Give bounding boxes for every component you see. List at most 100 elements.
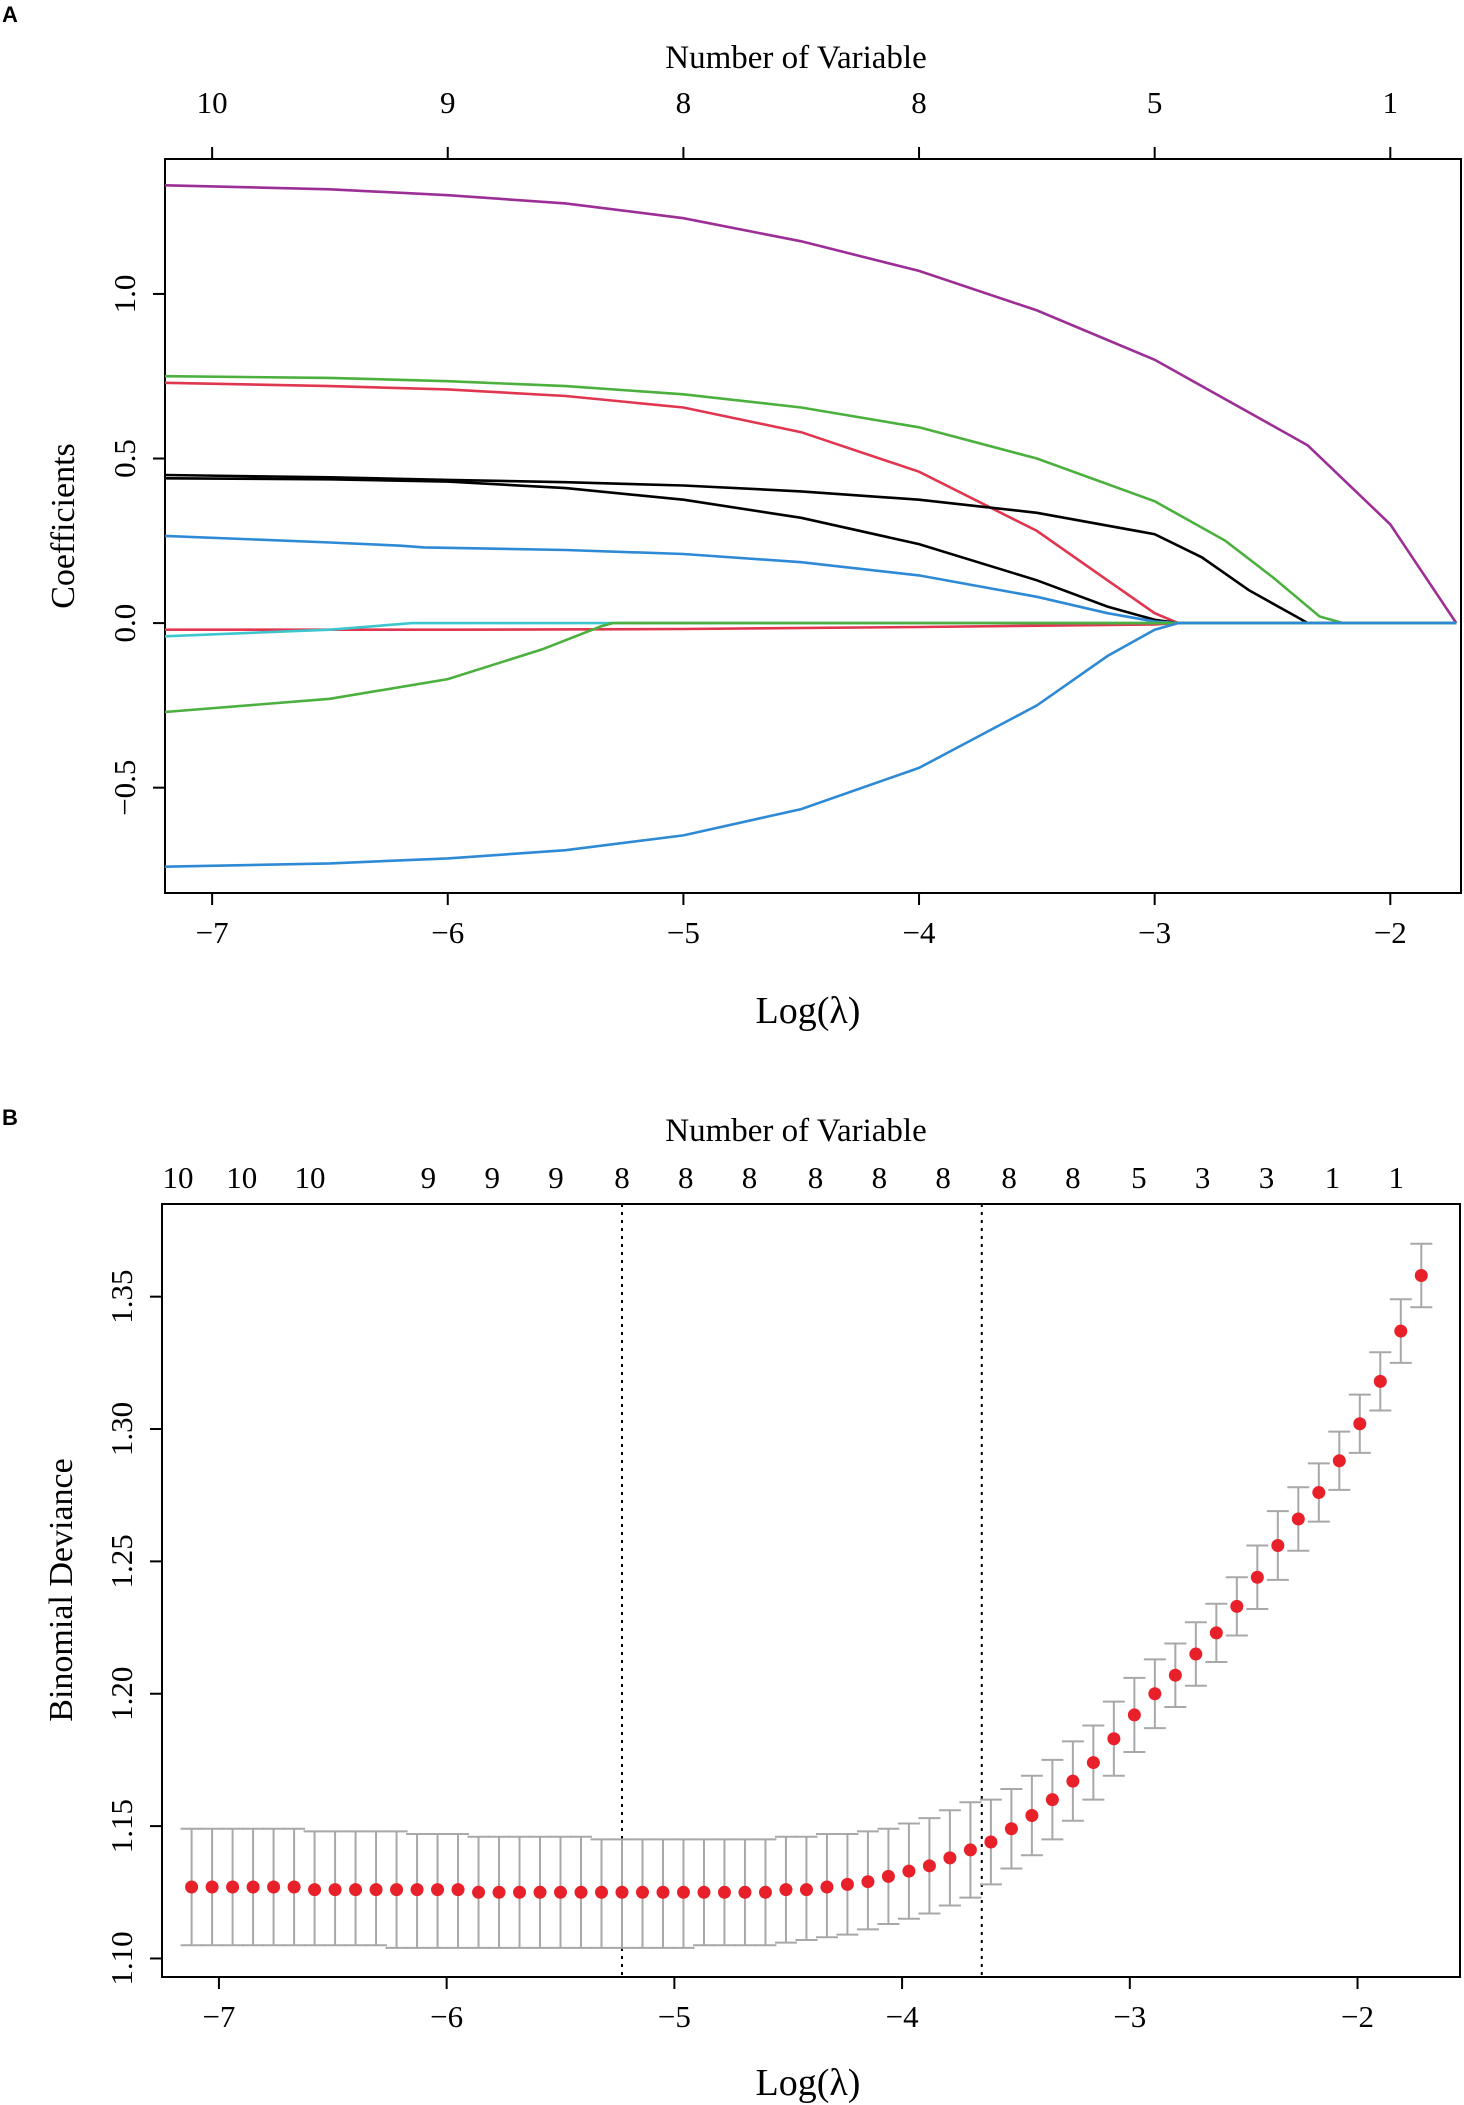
- top-tick-label: 8: [935, 1160, 951, 1195]
- panel-b-points: [185, 1268, 1428, 1899]
- deviance-point: [308, 1883, 322, 1897]
- x-tick-label: −5: [658, 1999, 691, 2034]
- top-tick-label: 10: [197, 85, 228, 120]
- deviance-point: [533, 1885, 547, 1899]
- x-tick-label: −6: [431, 915, 464, 950]
- x-tick-label: −5: [667, 915, 700, 950]
- deviance-point: [738, 1885, 752, 1899]
- deviance-point: [1373, 1374, 1387, 1388]
- deviance-point: [390, 1883, 404, 1897]
- deviance-point: [1312, 1486, 1326, 1500]
- deviance-point: [369, 1883, 383, 1897]
- deviance-point: [1332, 1454, 1346, 1468]
- coefficient-path-var10: [164, 621, 1457, 868]
- y-tick-label: 1.25: [104, 1534, 139, 1588]
- panel-a-y-label: Coefficients: [45, 443, 82, 609]
- deviance-point: [943, 1851, 957, 1865]
- deviance-point: [472, 1885, 486, 1899]
- deviance-point: [1107, 1732, 1121, 1746]
- deviance-point: [246, 1880, 260, 1894]
- panel-a-top-title: Number of Variable: [665, 40, 926, 76]
- panel-a-series-group: [164, 184, 1458, 868]
- top-tick-label: 1: [1388, 1160, 1404, 1195]
- top-tick-label: 8: [742, 1160, 758, 1195]
- deviance-point: [513, 1885, 527, 1899]
- deviance-point: [717, 1885, 731, 1899]
- deviance-point: [1209, 1626, 1223, 1640]
- deviance-point: [1394, 1324, 1408, 1338]
- top-tick-label: 8: [1001, 1160, 1017, 1195]
- y-tick-label: 0.5: [107, 439, 142, 478]
- top-tick-label: 1: [1325, 1160, 1341, 1195]
- panel-b-plot-frame: [161, 1203, 1461, 1978]
- y-tick-label: 1.0: [107, 275, 142, 314]
- deviance-point: [1353, 1417, 1367, 1431]
- deviance-point: [1250, 1570, 1264, 1584]
- deviance-point: [1414, 1268, 1428, 1282]
- deviance-point: [799, 1883, 813, 1897]
- deviance-point: [1230, 1599, 1244, 1613]
- panel-a-y-axis: −0.5 0.0 0.5 1.0: [107, 275, 165, 816]
- deviance-point: [1127, 1708, 1141, 1722]
- coefficient-path-var5: [164, 477, 1457, 625]
- top-tick-label: 8: [614, 1160, 630, 1195]
- deviance-point: [287, 1880, 301, 1894]
- deviance-point: [1066, 1774, 1080, 1788]
- panel-b-top-title: Number of Variable: [665, 1113, 926, 1149]
- top-tick-label: 3: [1259, 1160, 1275, 1195]
- panel-b-y-label: Binomial Deviance: [43, 1458, 80, 1721]
- coefficient-path-var3: [164, 381, 1457, 625]
- deviance-point: [656, 1885, 670, 1899]
- top-tick-label: 5: [1147, 85, 1163, 120]
- deviance-point: [902, 1864, 916, 1878]
- deviance-point: [410, 1883, 424, 1897]
- y-tick-label: −0.5: [107, 760, 142, 816]
- deviance-point: [758, 1885, 772, 1899]
- x-tick-label: −4: [903, 915, 936, 950]
- y-tick-label: 1.35: [104, 1270, 139, 1324]
- deviance-point: [697, 1885, 711, 1899]
- x-tick-label: −3: [1138, 915, 1171, 950]
- x-tick-label: −7: [196, 915, 229, 950]
- deviance-point: [1004, 1822, 1018, 1836]
- panel-b-label: B: [2, 1105, 18, 1130]
- deviance-point: [984, 1835, 998, 1849]
- deviance-point: [185, 1880, 199, 1894]
- panel-a: A Number of Variable −7 −6 −5 −4 −3 −2 −0.5 0.…: [2, 2, 1462, 1032]
- deviance-point: [226, 1880, 240, 1894]
- x-tick-label: −4: [886, 1999, 919, 2034]
- deviance-point: [1168, 1668, 1182, 1682]
- deviance-point: [1045, 1793, 1059, 1807]
- panel-a-top-axis: 10 9 8 8 5 1: [197, 85, 1398, 159]
- top-tick-label: 10: [295, 1160, 326, 1195]
- top-tick-label: 8: [911, 85, 927, 120]
- deviance-point: [779, 1883, 793, 1897]
- x-tick-label: −7: [202, 1999, 235, 2034]
- deviance-point: [492, 1885, 506, 1899]
- y-tick-label: 1.20: [104, 1667, 139, 1721]
- deviance-point: [451, 1883, 465, 1897]
- top-tick-label: 3: [1195, 1160, 1211, 1195]
- deviance-point: [922, 1859, 936, 1873]
- panel-b-top-axis: 10 10 10 9 9 9 8 8 8 8 8 8 8 8 5 3 3 1 1: [162, 1160, 1404, 1195]
- panel-a-x-axis: −7 −6 −5 −4 −3 −2: [196, 893, 1407, 950]
- deviance-point: [881, 1869, 895, 1883]
- top-tick-label: 9: [421, 1160, 437, 1195]
- panel-b-x-axis: −7 −6 −5 −4 −3 −2: [202, 1977, 1374, 2034]
- deviance-point: [963, 1843, 977, 1857]
- coefficient-path-var4: [164, 473, 1457, 625]
- coefficient-path-var2: [164, 374, 1457, 625]
- coefficient-path-var6: [164, 534, 1457, 625]
- deviance-point: [1189, 1647, 1203, 1661]
- panel-a-x-label: Log(λ): [756, 990, 861, 1032]
- top-tick-label: 9: [440, 85, 456, 120]
- top-tick-label: 8: [872, 1160, 888, 1195]
- deviance-point: [1025, 1809, 1039, 1823]
- top-tick-label: 8: [808, 1160, 824, 1195]
- deviance-point: [328, 1883, 342, 1897]
- deviance-point: [574, 1885, 588, 1899]
- top-tick-label: 8: [1065, 1160, 1081, 1195]
- top-tick-label: 8: [678, 1160, 694, 1195]
- panel-b-x-label: Log(λ): [756, 2062, 861, 2104]
